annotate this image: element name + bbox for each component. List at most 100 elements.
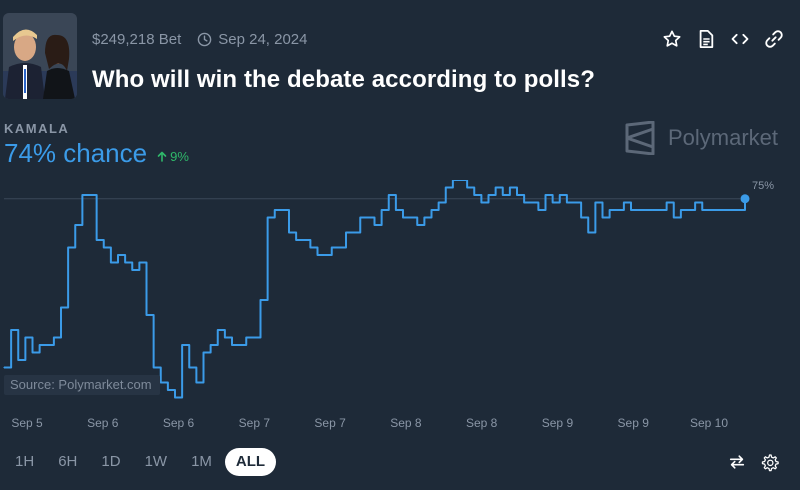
data-point	[316, 254, 319, 256]
polymarket-logo: Polymarket	[624, 121, 778, 155]
data-point	[245, 336, 247, 339]
chance-value: 74% chance	[4, 138, 148, 168]
data-point	[658, 209, 661, 211]
data-point	[601, 216, 604, 219]
data-point	[238, 344, 240, 346]
data-point	[673, 216, 675, 219]
range-button-1w[interactable]: 1W	[144, 453, 168, 470]
data-point	[217, 329, 219, 331]
clock-icon	[197, 32, 212, 47]
data-point	[267, 216, 269, 219]
data-point	[416, 224, 418, 226]
x-tick-label: Sep 9	[617, 416, 649, 430]
code-icon[interactable]	[730, 28, 750, 50]
data-point	[480, 201, 482, 204]
data-point	[345, 231, 347, 234]
data-point	[637, 209, 639, 211]
data-point	[352, 231, 354, 234]
data-point	[616, 209, 618, 211]
data-point	[10, 329, 12, 331]
data-point	[124, 261, 126, 264]
data-point	[373, 224, 376, 226]
market-title: Who will win the debate according to pol…	[92, 66, 595, 93]
link-icon[interactable]	[764, 28, 784, 50]
data-point	[687, 209, 689, 211]
market-date: Sep 24, 2024	[218, 31, 308, 48]
data-point	[138, 261, 140, 264]
x-tick-label: Sep 9	[541, 416, 574, 430]
data-point	[701, 209, 703, 211]
data-point	[381, 209, 383, 211]
data-point	[452, 180, 454, 181]
data-point	[694, 201, 696, 204]
data-point	[737, 209, 739, 211]
source-badge	[4, 375, 160, 395]
data-point	[559, 194, 561, 196]
x-tick-label: Sep 6	[162, 416, 195, 430]
data-point	[131, 269, 133, 271]
data-point	[708, 209, 710, 211]
data-point	[580, 216, 582, 219]
data-point	[623, 201, 625, 204]
x-tick-label: Sep 5	[11, 416, 43, 430]
chance-row: 74% chance 9%	[4, 138, 189, 169]
source-text: Source: Polymarket.com	[10, 377, 152, 392]
data-point	[88, 194, 91, 196]
data-point	[423, 216, 425, 219]
data-point	[487, 194, 490, 196]
data-point	[153, 366, 155, 369]
data-point	[324, 254, 326, 256]
range-button-all[interactable]: ALL	[224, 448, 277, 476]
data-point	[167, 389, 169, 391]
data-point	[96, 239, 98, 241]
data-point	[680, 209, 682, 211]
data-point	[295, 239, 297, 241]
document-icon[interactable]	[696, 28, 716, 50]
arrow-up-icon	[157, 151, 167, 162]
data-point	[81, 194, 83, 196]
data-point	[537, 209, 539, 211]
data-point	[24, 336, 26, 339]
data-point	[274, 209, 276, 211]
data-point	[252, 336, 254, 339]
market-meta: $249,218 Bet Sep 24, 2024	[92, 31, 308, 48]
data-point	[39, 344, 41, 346]
data-point	[666, 201, 668, 204]
data-point	[288, 231, 290, 234]
swap-icon[interactable]	[727, 452, 747, 472]
data-point	[331, 246, 333, 249]
price-chart: 75%	[3, 180, 774, 399]
data-point	[224, 336, 226, 339]
data-point	[188, 366, 190, 369]
data-point	[60, 306, 62, 309]
range-button-1d[interactable]: 1D	[101, 453, 121, 470]
outcome-label: KAMALA	[4, 121, 70, 136]
data-point	[195, 381, 197, 384]
data-point	[651, 209, 653, 211]
gear-icon[interactable]	[759, 452, 779, 472]
range-button-6h[interactable]: 6H	[58, 453, 78, 470]
data-point	[402, 216, 404, 219]
data-point	[359, 216, 361, 219]
data-point	[566, 201, 568, 204]
data-point	[67, 246, 69, 249]
chance-delta: 9%	[157, 149, 189, 164]
data-point	[110, 261, 112, 264]
range-button-1m[interactable]: 1M	[191, 453, 212, 470]
data-point	[281, 209, 283, 211]
data-point	[259, 299, 262, 301]
data-point	[466, 186, 468, 189]
data-point	[594, 201, 596, 204]
data-point	[53, 336, 55, 339]
data-point	[46, 344, 48, 346]
data-point	[430, 209, 433, 211]
volume-text: $249,218 Bet	[92, 31, 182, 48]
x-tick-label: Sep 7	[314, 416, 346, 430]
last-point-marker	[740, 194, 750, 204]
data-point	[630, 209, 632, 211]
data-point	[495, 186, 497, 189]
data-point	[3, 366, 5, 369]
range-button-1h[interactable]: 1H	[15, 453, 35, 470]
market-thumbnail	[3, 13, 77, 99]
star-icon[interactable]	[662, 28, 682, 50]
